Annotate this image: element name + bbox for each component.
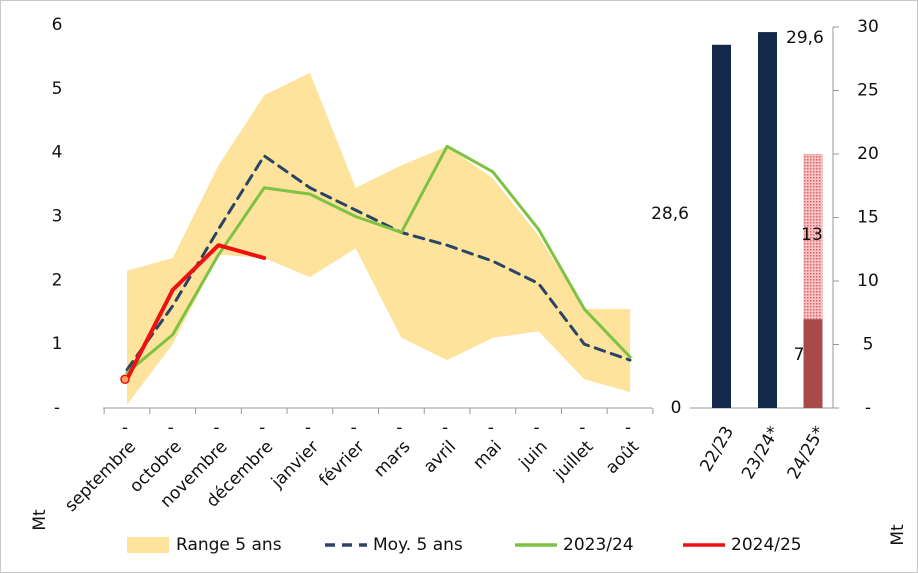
- x-sublabel: -: [213, 418, 219, 438]
- x-sublabel: -: [488, 418, 494, 438]
- y2-tick-label: 25: [857, 81, 879, 101]
- y2-tick-label: 10: [857, 271, 879, 291]
- x-sublabel: -: [305, 418, 311, 438]
- y2-tick-label: 15: [857, 208, 879, 228]
- y2-axis-label: Mt: [888, 524, 908, 546]
- bar: [758, 32, 777, 409]
- x-sublabel: -: [396, 418, 402, 438]
- legend-swatch: [127, 537, 169, 553]
- x-sublabel: -: [579, 418, 585, 438]
- start-marker: [120, 374, 130, 385]
- y-tick-label: -: [54, 398, 60, 418]
- bar: [712, 44, 731, 408]
- value-label: 13: [801, 225, 823, 245]
- legend-label: Moy. 5 ans: [373, 535, 463, 555]
- x-sublabel: -: [625, 418, 631, 438]
- y-tick-label: 3: [52, 207, 63, 227]
- value-label: 29,6: [786, 28, 824, 48]
- x-sublabel: -: [351, 418, 357, 438]
- series-line: [125, 144, 632, 375]
- y2-tick-label: -: [865, 398, 871, 418]
- series-line: [125, 154, 632, 372]
- y2-tick-label: 20: [857, 144, 879, 164]
- legend-label: 2023/24: [563, 535, 634, 555]
- y-tick-label: 5: [52, 79, 63, 99]
- x-sublabel: -: [533, 418, 539, 438]
- range-band: [127, 72, 631, 405]
- bar: [803, 154, 823, 320]
- value-label: 7: [794, 345, 805, 365]
- y-tick-label: 4: [52, 143, 63, 163]
- y-axis-label: Mt: [30, 509, 50, 531]
- y2-tick-label: 30: [857, 17, 879, 37]
- y-tick-label: 2: [52, 270, 63, 290]
- y2-tick-label: 5: [863, 335, 874, 355]
- x-sublabel: -: [259, 418, 265, 438]
- legend-label: Range 5 ans: [176, 535, 282, 555]
- bar: [803, 319, 823, 408]
- y-tick-label: 0: [671, 398, 682, 418]
- legend-label: 2024/25: [731, 535, 802, 555]
- series-line: [125, 243, 267, 382]
- y-tick-label: 6: [52, 15, 63, 35]
- y-tick-label: 1: [52, 334, 63, 354]
- value-label: 28,6: [651, 204, 689, 224]
- x-sublabel: -: [122, 418, 128, 438]
- x-sublabel: -: [442, 418, 448, 438]
- x-sublabel: -: [168, 418, 174, 438]
